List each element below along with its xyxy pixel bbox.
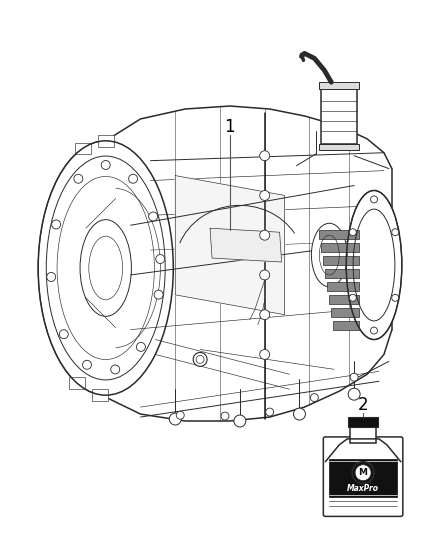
Circle shape bbox=[392, 294, 399, 301]
Circle shape bbox=[148, 212, 158, 221]
Circle shape bbox=[59, 330, 68, 338]
Bar bbox=[331, 308, 359, 317]
Bar bbox=[327, 282, 359, 291]
Circle shape bbox=[371, 196, 378, 203]
Ellipse shape bbox=[311, 223, 347, 287]
Ellipse shape bbox=[346, 190, 402, 340]
Circle shape bbox=[348, 388, 360, 400]
Circle shape bbox=[260, 151, 270, 160]
Circle shape bbox=[101, 160, 110, 169]
Bar bbox=[329, 295, 359, 304]
Circle shape bbox=[74, 174, 83, 183]
Bar bbox=[333, 321, 359, 329]
Text: 1: 1 bbox=[225, 118, 235, 136]
Circle shape bbox=[260, 310, 270, 320]
Circle shape bbox=[193, 352, 207, 366]
Circle shape bbox=[260, 230, 270, 240]
Bar bbox=[69, 377, 85, 389]
Circle shape bbox=[176, 411, 184, 419]
Polygon shape bbox=[210, 228, 282, 262]
Circle shape bbox=[170, 413, 181, 425]
Bar bbox=[319, 230, 359, 239]
Circle shape bbox=[47, 272, 56, 281]
Circle shape bbox=[293, 408, 305, 420]
Circle shape bbox=[111, 365, 120, 374]
Bar bbox=[319, 144, 359, 150]
Circle shape bbox=[260, 270, 270, 280]
Circle shape bbox=[82, 360, 92, 369]
Circle shape bbox=[355, 465, 371, 481]
Circle shape bbox=[129, 174, 138, 183]
Bar bbox=[321, 88, 357, 144]
Ellipse shape bbox=[38, 141, 173, 395]
Bar bbox=[98, 135, 114, 147]
Bar bbox=[323, 256, 359, 265]
Circle shape bbox=[136, 342, 145, 351]
Circle shape bbox=[392, 229, 399, 236]
Circle shape bbox=[260, 350, 270, 359]
Polygon shape bbox=[175, 175, 285, 314]
Circle shape bbox=[154, 290, 163, 299]
FancyBboxPatch shape bbox=[323, 437, 403, 516]
Circle shape bbox=[352, 462, 374, 483]
Circle shape bbox=[266, 408, 274, 416]
Circle shape bbox=[350, 229, 356, 236]
Bar bbox=[321, 243, 359, 252]
Circle shape bbox=[311, 393, 318, 401]
Circle shape bbox=[234, 415, 246, 427]
Circle shape bbox=[350, 373, 358, 381]
Text: MaxPro: MaxPro bbox=[347, 484, 379, 493]
Circle shape bbox=[221, 412, 229, 420]
Circle shape bbox=[52, 220, 60, 229]
Bar bbox=[329, 459, 397, 497]
Text: 2: 2 bbox=[358, 396, 368, 414]
Circle shape bbox=[371, 327, 378, 334]
Bar bbox=[350, 421, 376, 443]
Bar bbox=[348, 417, 378, 427]
Circle shape bbox=[350, 294, 356, 301]
Bar bbox=[319, 82, 359, 89]
Text: M: M bbox=[359, 468, 367, 477]
Bar bbox=[325, 269, 359, 278]
Bar bbox=[74, 142, 91, 155]
Circle shape bbox=[260, 190, 270, 200]
Circle shape bbox=[156, 255, 165, 263]
Bar bbox=[92, 389, 108, 401]
Polygon shape bbox=[106, 106, 392, 421]
